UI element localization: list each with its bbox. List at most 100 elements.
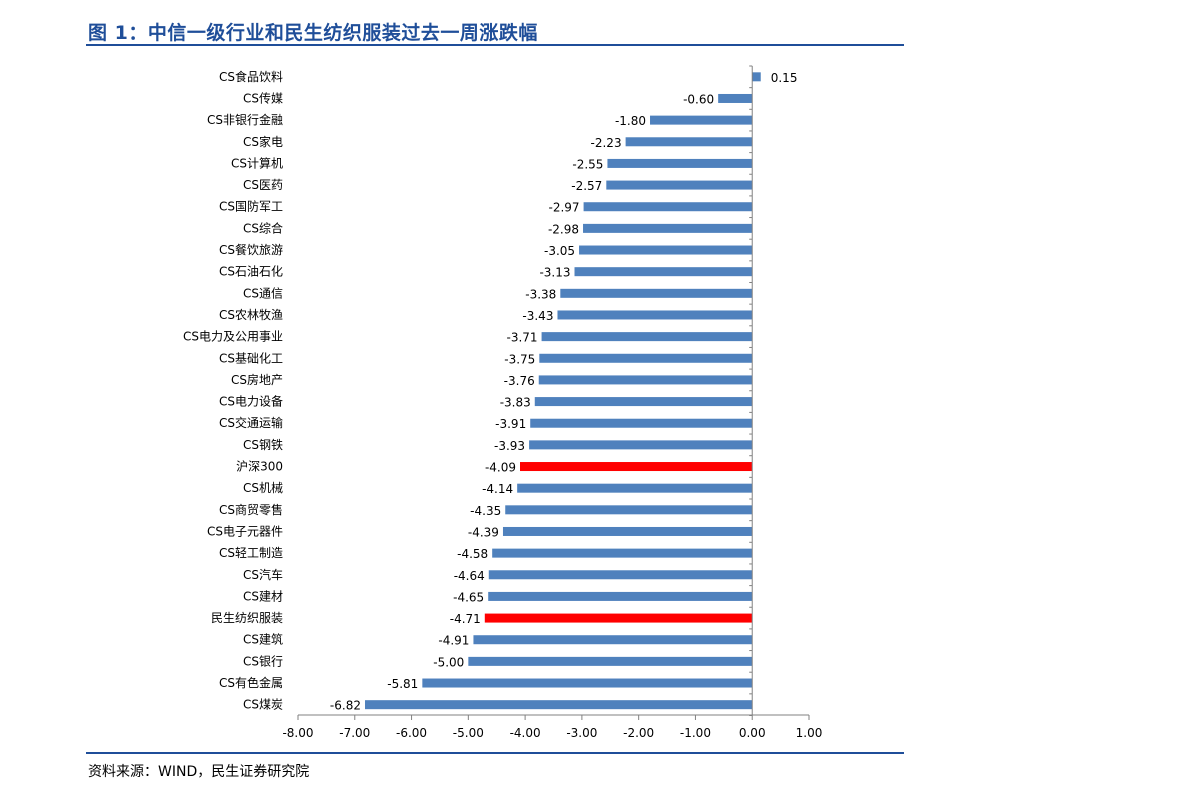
value-label: -4.71 bbox=[450, 612, 481, 626]
bar bbox=[468, 656, 753, 666]
value-label: -3.91 bbox=[495, 417, 526, 431]
category-label: CS电子元器件 bbox=[207, 524, 283, 538]
bar bbox=[625, 137, 753, 147]
bar bbox=[539, 353, 753, 363]
category-label: CS建材 bbox=[243, 589, 283, 603]
value-label: -2.55 bbox=[572, 157, 603, 171]
bar bbox=[560, 288, 753, 298]
bar bbox=[534, 397, 753, 407]
value-label: -3.38 bbox=[525, 287, 556, 301]
value-label: -0.60 bbox=[683, 92, 714, 106]
category-label: 民生纺织服装 bbox=[211, 611, 283, 625]
source-note: 资料来源：WIND，民生证券研究院 bbox=[88, 764, 310, 780]
category-label: CS国防军工 bbox=[219, 199, 283, 214]
value-label: -4.64 bbox=[454, 569, 485, 583]
value-label: -5.00 bbox=[433, 655, 464, 669]
category-label: CS餐饮旅游 bbox=[219, 242, 283, 257]
value-label: -1.80 bbox=[615, 114, 646, 128]
category-label: CS商贸零售 bbox=[219, 502, 283, 517]
value-label: -3.75 bbox=[504, 352, 535, 366]
category-label: CS轻工制造 bbox=[219, 546, 283, 560]
category-label: CS煤炭 bbox=[243, 698, 283, 712]
x-tick-label: -3.00 bbox=[566, 726, 597, 740]
figure-title: 图 1：中信一级行业和民生纺织服装过去一周涨跌幅 bbox=[88, 22, 538, 44]
value-label: -3.05 bbox=[544, 244, 575, 258]
bar bbox=[579, 245, 753, 255]
value-label: -4.91 bbox=[438, 634, 469, 648]
title-underline bbox=[86, 44, 904, 46]
category-label: CS交通运输 bbox=[219, 415, 283, 430]
value-label: -2.97 bbox=[549, 201, 580, 215]
value-label: 0.15 bbox=[771, 71, 798, 85]
value-label: -2.23 bbox=[591, 136, 622, 150]
category-label: CS房地产 bbox=[231, 372, 283, 387]
category-label: CS银行 bbox=[243, 654, 283, 668]
category-label: CS食品饮料 bbox=[219, 69, 283, 84]
value-label: -4.39 bbox=[468, 525, 499, 539]
value-label: -5.81 bbox=[387, 677, 418, 691]
bar bbox=[422, 678, 753, 688]
category-label: CS综合 bbox=[243, 220, 283, 235]
bar bbox=[650, 115, 753, 125]
bar bbox=[364, 700, 753, 710]
bar bbox=[574, 267, 753, 277]
source-rule bbox=[86, 752, 904, 754]
category-label: 沪深300 bbox=[236, 460, 283, 474]
bar bbox=[505, 505, 753, 515]
bar bbox=[583, 202, 753, 212]
category-label: CS计算机 bbox=[231, 155, 283, 170]
category-label: CS有色金属 bbox=[219, 675, 283, 690]
value-label: -4.14 bbox=[482, 482, 513, 496]
value-label: -3.93 bbox=[494, 439, 525, 453]
bar bbox=[529, 440, 753, 450]
value-label: -2.57 bbox=[571, 179, 602, 193]
bar bbox=[606, 180, 753, 190]
category-label: CS非银行金融 bbox=[207, 112, 283, 127]
bar bbox=[557, 310, 753, 320]
value-label: -2.98 bbox=[548, 222, 579, 236]
value-label: -4.65 bbox=[453, 590, 484, 604]
x-tick-label: -5.00 bbox=[453, 726, 484, 740]
category-label: CS传媒 bbox=[243, 90, 283, 105]
category-label: CS家电 bbox=[243, 134, 283, 149]
bar bbox=[530, 418, 753, 428]
x-tick-label: -7.00 bbox=[339, 726, 370, 740]
bar bbox=[502, 526, 753, 536]
bar bbox=[517, 483, 753, 493]
value-label: -3.43 bbox=[522, 309, 553, 323]
category-label: CS汽车 bbox=[243, 567, 283, 582]
value-label: -6.82 bbox=[330, 699, 361, 713]
bar bbox=[607, 158, 753, 168]
bar bbox=[583, 223, 753, 233]
value-label: -3.76 bbox=[504, 374, 535, 388]
category-label: CS建筑 bbox=[243, 632, 283, 647]
value-label: -4.58 bbox=[457, 547, 488, 561]
bar bbox=[718, 93, 753, 103]
category-label: CS石油石化 bbox=[219, 265, 283, 279]
value-label: -3.71 bbox=[507, 331, 538, 345]
category-label: CS电力设备 bbox=[219, 395, 283, 409]
category-label: CS农林牧渔 bbox=[219, 308, 283, 322]
bar bbox=[488, 570, 753, 580]
x-tick-label: -1.00 bbox=[680, 726, 711, 740]
x-tick-label: -4.00 bbox=[510, 726, 541, 740]
x-tick-label: 0.00 bbox=[739, 726, 766, 740]
category-label: CS电力及公用事业 bbox=[183, 330, 283, 344]
value-label: -3.13 bbox=[539, 266, 570, 280]
category-label: CS机械 bbox=[243, 480, 283, 495]
value-label: -3.83 bbox=[500, 396, 531, 410]
bar bbox=[488, 591, 753, 601]
bar bbox=[752, 72, 761, 82]
x-tick-label: -6.00 bbox=[396, 726, 427, 740]
bar bbox=[473, 635, 753, 645]
bar bbox=[484, 613, 753, 623]
value-label: -4.09 bbox=[485, 461, 516, 475]
x-tick-label: -2.00 bbox=[623, 726, 654, 740]
category-label: CS基础化工 bbox=[219, 351, 283, 365]
value-label: -4.35 bbox=[470, 504, 501, 518]
category-label: CS通信 bbox=[243, 286, 283, 300]
bar bbox=[520, 462, 753, 472]
bar bbox=[492, 548, 753, 558]
bar bbox=[538, 375, 753, 385]
